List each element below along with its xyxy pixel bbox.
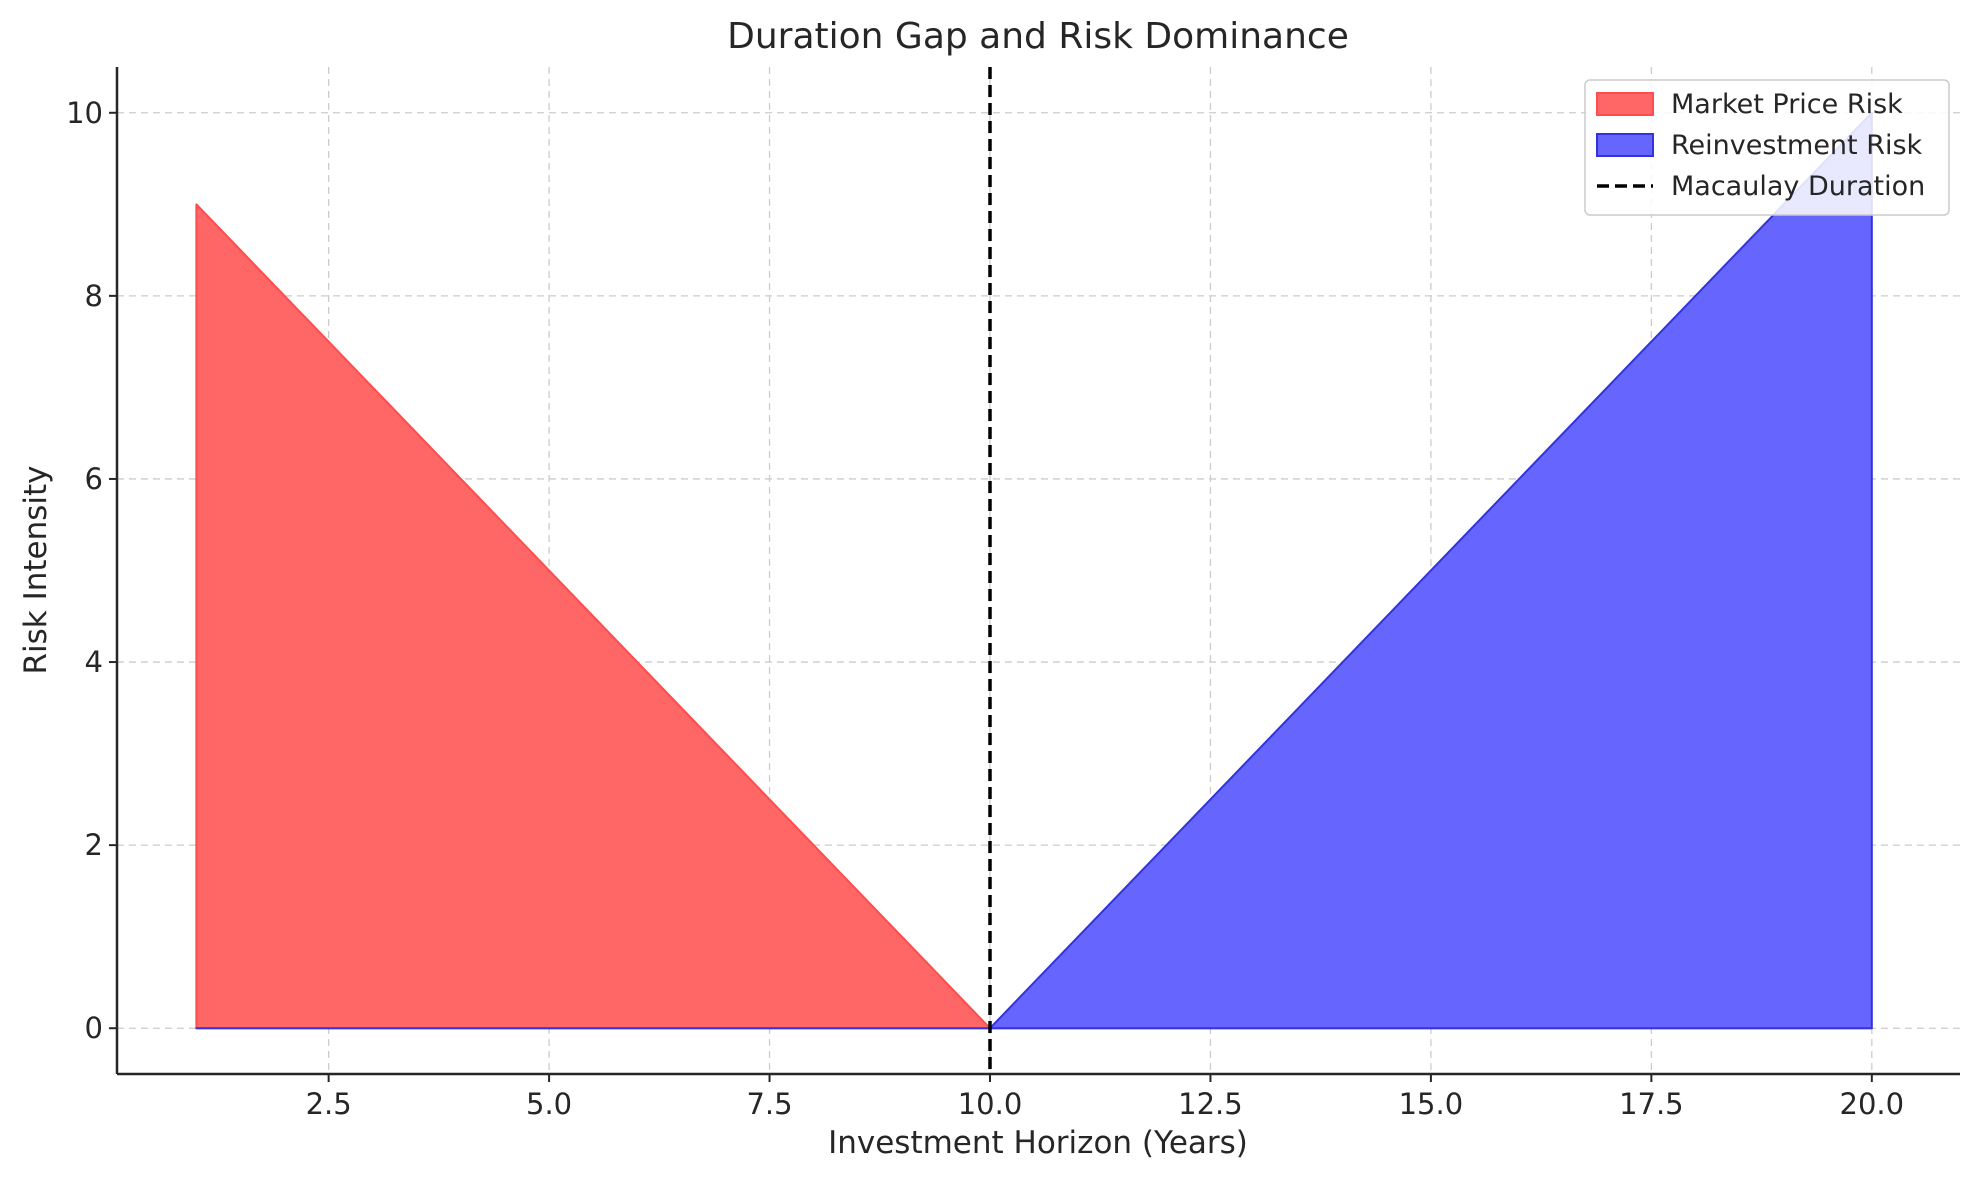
x-tick-label: 7.5 [746,1087,792,1121]
plot-areas [195,111,1873,1030]
axes-spines [115,67,1960,1076]
y-tick-label: 2 [85,828,103,862]
legend-label-0: Market Price Risk [1671,89,1903,120]
y-tick-label: 8 [85,279,103,313]
legend-frame [1584,79,1950,216]
y-ticks: 0 2 4 6 8 10 [66,96,117,1045]
x-tick-label: 2.5 [306,1087,352,1121]
legend-label-1: Reinvestment Risk [1671,130,1923,161]
y-tick-label: 0 [85,1011,103,1045]
x-tick-label: 5.0 [526,1087,572,1121]
x-tick-label: 15.0 [1399,1087,1464,1121]
chart-title: Duration Gap and Risk Dominance [727,16,1349,57]
x-ticks: 2.5 5.0 7.5 10.0 12.5 15.0 17.5 20.0 [306,1074,1905,1121]
y-tick-label: 4 [85,645,103,679]
y-tick-label: 6 [85,462,103,496]
y-tick-label: 10 [66,96,103,130]
legend: Market Price Risk Reinvestment Risk Macaul… [1584,79,1950,216]
x-axis-label: Investment Horizon (Years) [828,1125,1248,1161]
x-tick-label: 17.5 [1619,1087,1684,1121]
x-tick-label: 20.0 [1840,1087,1905,1121]
x-tick-label: 10.0 [958,1087,1023,1121]
legend-label-2: Macaulay Duration [1671,171,1925,202]
y-axis-label: Risk Intensity [18,465,54,674]
x-tick-label: 12.5 [1178,1087,1243,1121]
legend-swatch-0 [1596,92,1654,116]
legend-swatch-1 [1596,133,1654,157]
